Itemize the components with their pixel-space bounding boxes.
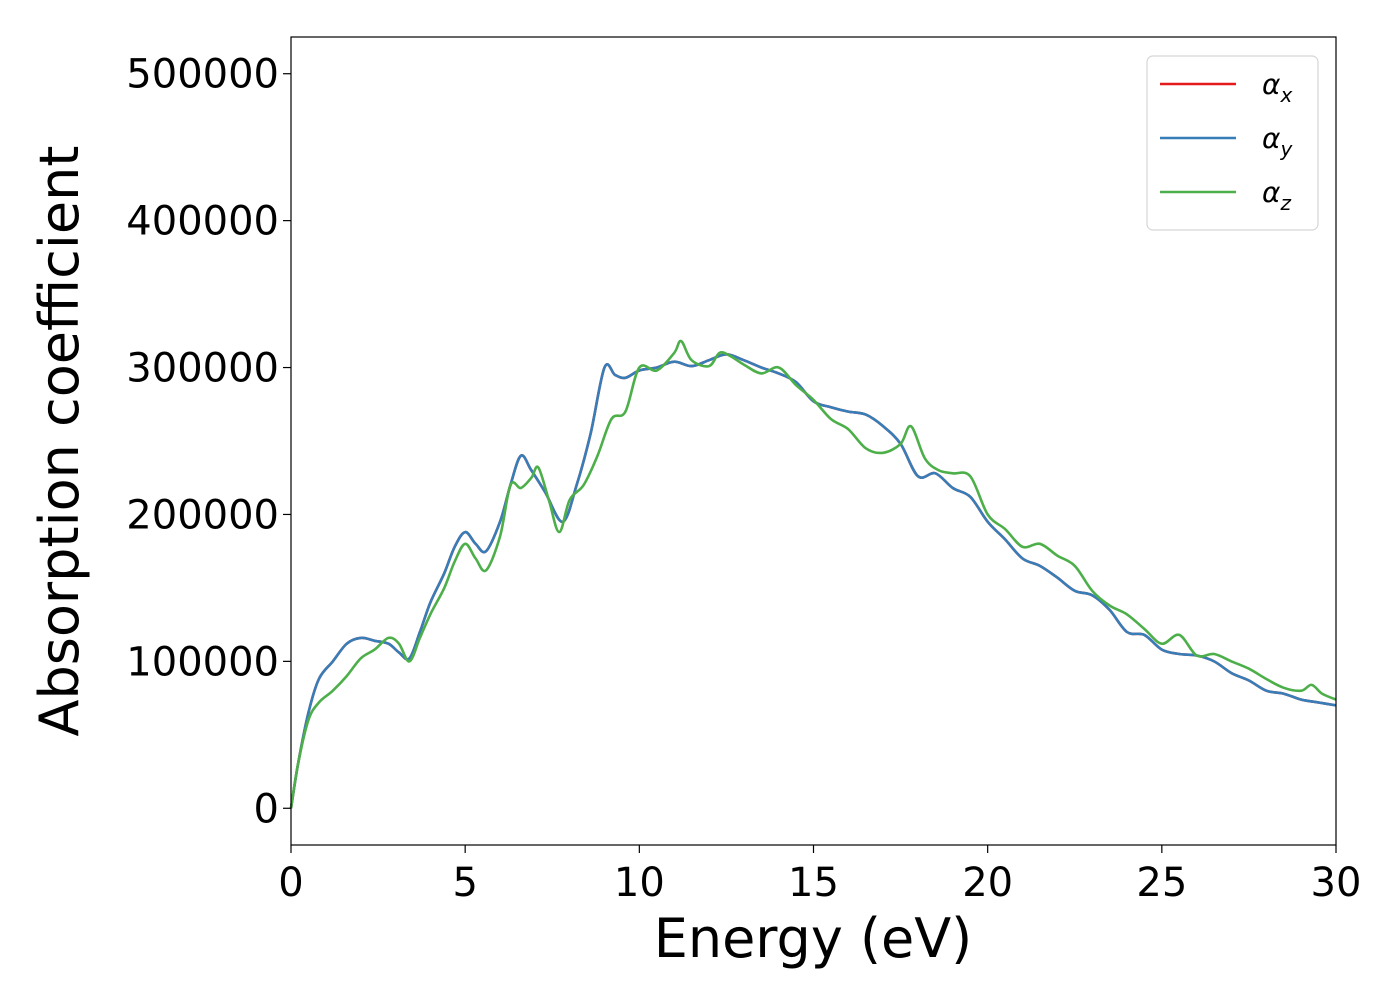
legend-label-z: αz: [1262, 176, 1291, 215]
legend: αx αy αz: [1146, 55, 1319, 231]
y-tick-label: 400000: [126, 199, 279, 245]
y-tick-label: 100000: [126, 639, 279, 685]
y-axis-title: Absorption coefficient: [28, 146, 91, 737]
y-tick-label: 300000: [126, 346, 279, 392]
legend-label-y: αy: [1262, 122, 1293, 161]
x-tick-label: 5: [452, 860, 477, 906]
x-tick-label: 10: [614, 860, 665, 906]
x-axis: 0 5 10 15 20 25 30: [278, 845, 1361, 906]
series-line-z: [289, 339, 1337, 809]
x-axis-title: Energy (eV): [654, 907, 973, 970]
y-axis: 0 100000 200000 300000 400000 500000: [126, 52, 291, 832]
legend-label-x: αx: [1262, 68, 1292, 107]
x-tick-label: 0: [278, 860, 303, 906]
x-tick-label: 15: [788, 860, 839, 906]
x-tick-label: 25: [1136, 860, 1187, 906]
x-tick-label: 30: [1311, 860, 1362, 906]
y-tick-label: 200000: [126, 492, 279, 538]
series-layer: [289, 339, 1337, 809]
y-tick-label: 500000: [126, 52, 279, 98]
y-tick-label: 0: [254, 786, 279, 832]
legend-box: [1146, 55, 1319, 231]
x-tick-label: 20: [962, 860, 1013, 906]
series-line-y: [289, 353, 1337, 809]
